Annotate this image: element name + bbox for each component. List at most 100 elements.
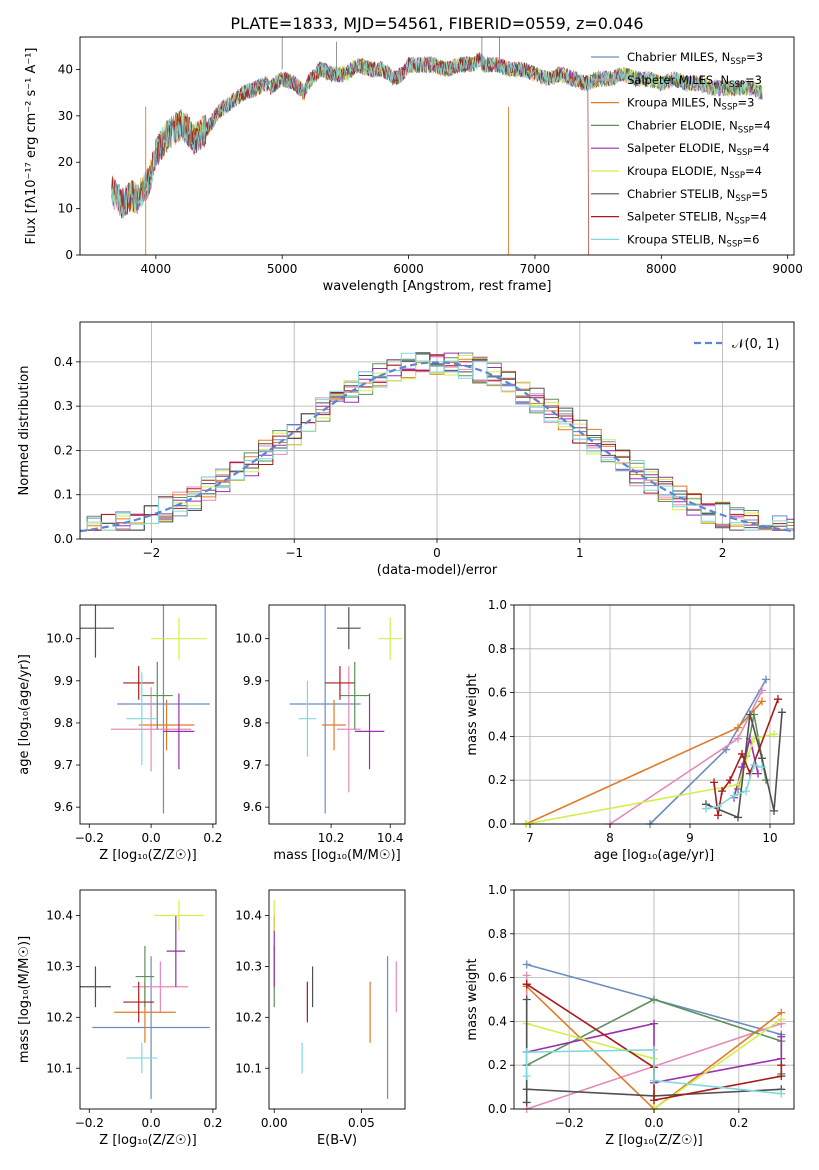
x-tick-label: 6000: [393, 262, 424, 276]
y-tick-label: 0.1: [54, 488, 73, 502]
errorbar-chabrier-miles: [117, 605, 210, 814]
x-tick-label: 10: [762, 831, 777, 845]
y-tick-label: 0.0: [488, 1102, 507, 1116]
errorbars-mass-vs-EBV: [273, 900, 397, 1099]
errorbar-salpeter-miles: [337, 666, 361, 793]
panel-age-vs-mass: 10.2 10.4 9.6 9.7 9.8 9.9 10.0 mass [log₁₀(M/M☉…: [235, 604, 406, 863]
y-tick-label: 10.3: [235, 959, 262, 973]
plot-area-age-vs-Z: [80, 605, 210, 814]
weight-marker: [730, 791, 738, 800]
y-tick-label: 10.1: [46, 1061, 73, 1075]
legend-residuals: 𝒩(0, 1): [694, 337, 779, 352]
errorbar-salpeter-stelib: [123, 666, 155, 700]
y-tick-label: 10: [58, 202, 73, 216]
weight-marker: [734, 780, 742, 789]
weight-marker: [714, 802, 722, 811]
x-tick-label: −1: [285, 546, 303, 560]
errorbar-salpeter-miles: [132, 961, 189, 1013]
y-tick-label: 9.7: [54, 758, 73, 772]
weight-marker: [718, 787, 726, 796]
errorbars-age-vs-Z: [80, 605, 210, 814]
x-axis-label: (data-model)/error: [377, 563, 498, 578]
y-tick-label: 0.4: [488, 1014, 507, 1028]
y-axis-label: age [log₁₀(age/yr)]: [17, 654, 32, 775]
weight-marker: [522, 960, 531, 969]
legend-label: Chabrier ELODIE, NSSP=4: [627, 118, 771, 135]
weight-marker: [777, 1061, 786, 1070]
weight-marker: [650, 1076, 658, 1085]
weight-series-chabrier-stelib: [522, 995, 786, 1107]
y-tick-label: 20: [58, 155, 73, 169]
y-tick-label: 10.4: [46, 908, 73, 922]
legend-spectrum: Chabrier MILES, NSSP=3 Salpeter MILES, NS…: [591, 50, 771, 249]
y-tick-label: 9.6: [243, 800, 262, 814]
x-tick-label: 0.0: [142, 1116, 161, 1130]
axes-frame: [79, 604, 217, 825]
spectrum-lines: [111, 37, 763, 255]
y-axis-label: mass [log₁₀(M/M☉)]: [17, 936, 32, 1063]
x-tick-label: 0.2: [729, 1116, 748, 1130]
x-tick-label: 0.05: [348, 1116, 375, 1130]
legend-label: Kroupa ELODIE, NSSP=4: [627, 164, 762, 181]
errorbar-chabrier-elodie: [141, 661, 173, 730]
y-tick-label: 10.4: [235, 908, 262, 922]
legend-label: Salpeter MILES, NSSP=3: [627, 73, 762, 90]
weight-marker: [714, 811, 722, 820]
y-tick-label: 10.0: [235, 632, 262, 646]
y-tick-label: 40: [58, 62, 73, 76]
errorbar-salpeter-miles: [110, 687, 192, 772]
x-tick-label: 1: [576, 546, 584, 560]
errorbar-kroupa-miles: [138, 699, 195, 751]
x-tick-label: 7000: [520, 262, 551, 276]
weight-marker: [746, 710, 754, 719]
figure-title: PLATE=1833, MJD=54561, FIBERID=0559, z=0…: [230, 14, 643, 33]
errorbar-salpeter-stelib: [325, 666, 355, 700]
y-tick-label: 0.2: [488, 1058, 507, 1072]
y-tick-label: 0.6: [488, 686, 507, 700]
weight-marker: [734, 723, 742, 732]
panel-mass-vs-Z: −0.2 0.0 0.2 10.1 10.2 10.3 10.4 Z [log₁₀(Z/Z☉)…: [17, 889, 222, 1148]
weight-lines-massweight-vs-age: [522, 675, 786, 828]
weight-marker: [522, 995, 531, 1004]
spectrum-line-salpeter-stelib: [111, 52, 589, 255]
x-tick-label: −2: [143, 546, 161, 560]
x-tick-label: 7: [526, 831, 534, 845]
axes-frame: [513, 604, 795, 825]
weight-marker: [522, 1098, 531, 1107]
y-tick-label: 9.9: [54, 674, 73, 688]
x-tick-label: 0: [433, 546, 441, 560]
errorbar-kroupa-stelib: [126, 672, 158, 766]
x-tick-label: 10.2: [318, 831, 345, 845]
plot-layer: 4000 5000 6000 7000 8000 9000010203040wavelen…: [17, 36, 803, 1148]
axes-frame: [79, 889, 217, 1110]
y-tick-label: 9.6: [54, 800, 73, 814]
y-axis-label: Flux [fλ10⁻¹⁷ erg cm⁻² s⁻¹ A⁻¹]: [24, 48, 39, 245]
weight-marker: [762, 675, 770, 684]
y-tick-label: 0.8: [488, 927, 507, 941]
x-axis-label: Z [log₁₀(Z/Z☉)]: [99, 848, 196, 863]
errorbar-salpeter-elodie: [163, 693, 195, 770]
weight-marker: [650, 1019, 658, 1028]
x-tick-label: 8000: [646, 262, 677, 276]
x-tick-label: −0.2: [75, 831, 104, 845]
axes-frame: [79, 36, 795, 256]
weight-marker: [777, 1015, 786, 1024]
weight-marker: [742, 787, 750, 796]
panel-spectrum: 4000 5000 6000 7000 8000 9000 0 10 20 30 40 wavelen…: [24, 36, 803, 294]
axes-frame: [513, 889, 795, 1110]
weight-marker: [650, 1045, 658, 1054]
weight-marker: [522, 1048, 531, 1057]
x-tick-label: 0.2: [203, 1116, 222, 1130]
y-axis-label: mass weight: [465, 673, 480, 755]
weight-series-kroupa-elodie: [522, 730, 778, 828]
spectrum-line-chabrier-stelib: [111, 52, 763, 216]
errorbar-salpeter-elodie: [354, 693, 385, 770]
weight-marker: [734, 813, 742, 822]
y-tick-label: 1.0: [488, 883, 507, 897]
histogram-chabrier-miles: [80, 352, 794, 531]
x-tick-label: 9000: [772, 262, 803, 276]
errorbar-chabrier-stelib: [80, 605, 114, 658]
errorbar-kroupa-stelib: [126, 1042, 158, 1074]
x-tick-label: 9: [686, 831, 694, 845]
errorbar-chabrier-stelib: [337, 607, 361, 650]
